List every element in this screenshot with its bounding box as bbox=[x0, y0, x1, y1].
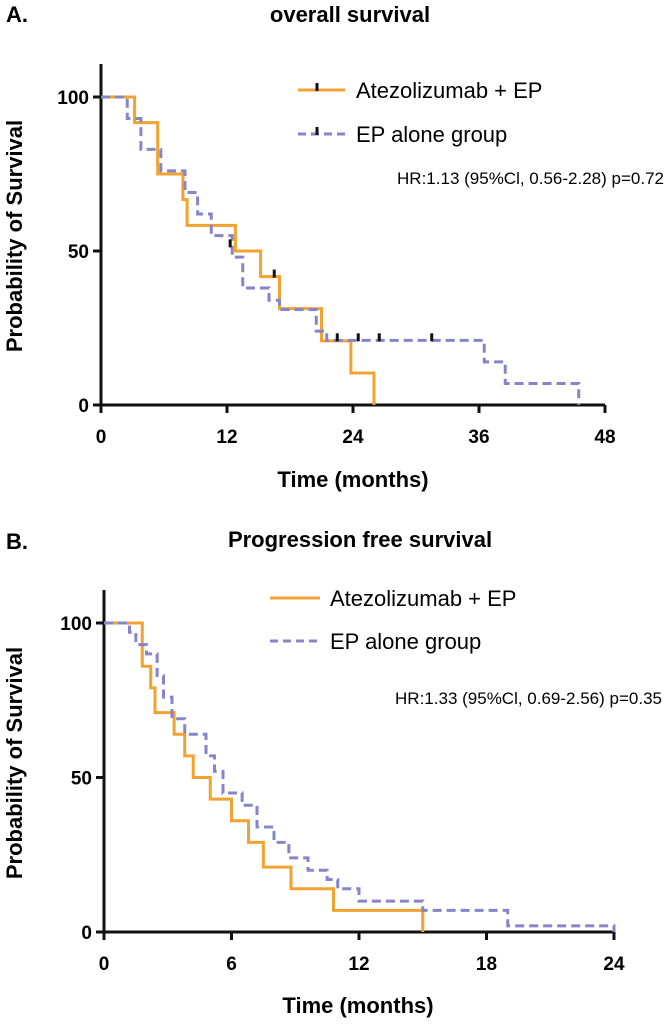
panel-b-hazard-ratio: HR:1.33 (95%Cl, 0.69-2.56) p=0.35 bbox=[395, 689, 662, 708]
x-tick-label: 6 bbox=[226, 954, 237, 975]
panel-b-legend: Atezolizumab + EP EP alone group bbox=[270, 586, 516, 654]
x-tick-label: 24 bbox=[342, 427, 364, 448]
x-tick-label: 36 bbox=[468, 427, 489, 448]
panel-b-y-axis-label: Probability of Survival bbox=[2, 647, 27, 879]
legend-label-atezolizumab: Atezolizumab + EP bbox=[356, 78, 542, 103]
panel-a-letter: A. bbox=[6, 2, 28, 27]
y-tick-label: 100 bbox=[60, 614, 92, 635]
y-tick-label: 50 bbox=[71, 769, 92, 790]
x-tick-label: 0 bbox=[99, 954, 110, 975]
panel-b-progression-free-survival: B. Progression free survival Probability… bbox=[2, 527, 662, 1018]
x-tick-label: 48 bbox=[594, 427, 615, 448]
panel-a-hazard-ratio: HR:1.13 (95%Cl, 0.56-2.28) p=0.72 bbox=[397, 169, 664, 188]
x-tick-label: 18 bbox=[476, 954, 497, 975]
legend-label-ep-alone: EP alone group bbox=[330, 629, 481, 654]
x-tick-label: 24 bbox=[603, 954, 625, 975]
legend-label-atezolizumab: Atezolizumab + EP bbox=[330, 586, 516, 611]
km-curve-ep-alone-group bbox=[104, 621, 616, 932]
y-tick-label: 100 bbox=[57, 88, 89, 109]
x-tick-label: 0 bbox=[96, 427, 107, 448]
panel-a-y-axis-label: Probability of Survival bbox=[2, 120, 27, 352]
y-tick-label: 0 bbox=[78, 396, 89, 417]
legend-label-ep-alone: EP alone group bbox=[356, 122, 507, 147]
x-tick-label: 12 bbox=[216, 427, 237, 448]
km-curve-ep-alone-group bbox=[101, 95, 581, 405]
panel-a-overall-survival: A. overall survival Probability of Survi… bbox=[2, 2, 664, 492]
panel-a-title: overall survival bbox=[270, 2, 430, 27]
y-tick-label: 0 bbox=[81, 923, 92, 944]
x-tick-label: 12 bbox=[348, 954, 369, 975]
panel-b-x-axis-label: Time (months) bbox=[282, 993, 433, 1018]
panel-b-letter: B. bbox=[6, 529, 28, 554]
panel-a-legend: Atezolizumab + EP EP alone group bbox=[298, 78, 542, 147]
y-tick-label: 50 bbox=[68, 242, 89, 263]
panel-a-x-axis-label: Time (months) bbox=[277, 467, 428, 492]
km-curve-atezolizumab-ep bbox=[104, 621, 425, 932]
panel-b-title: Progression free survival bbox=[228, 527, 492, 552]
